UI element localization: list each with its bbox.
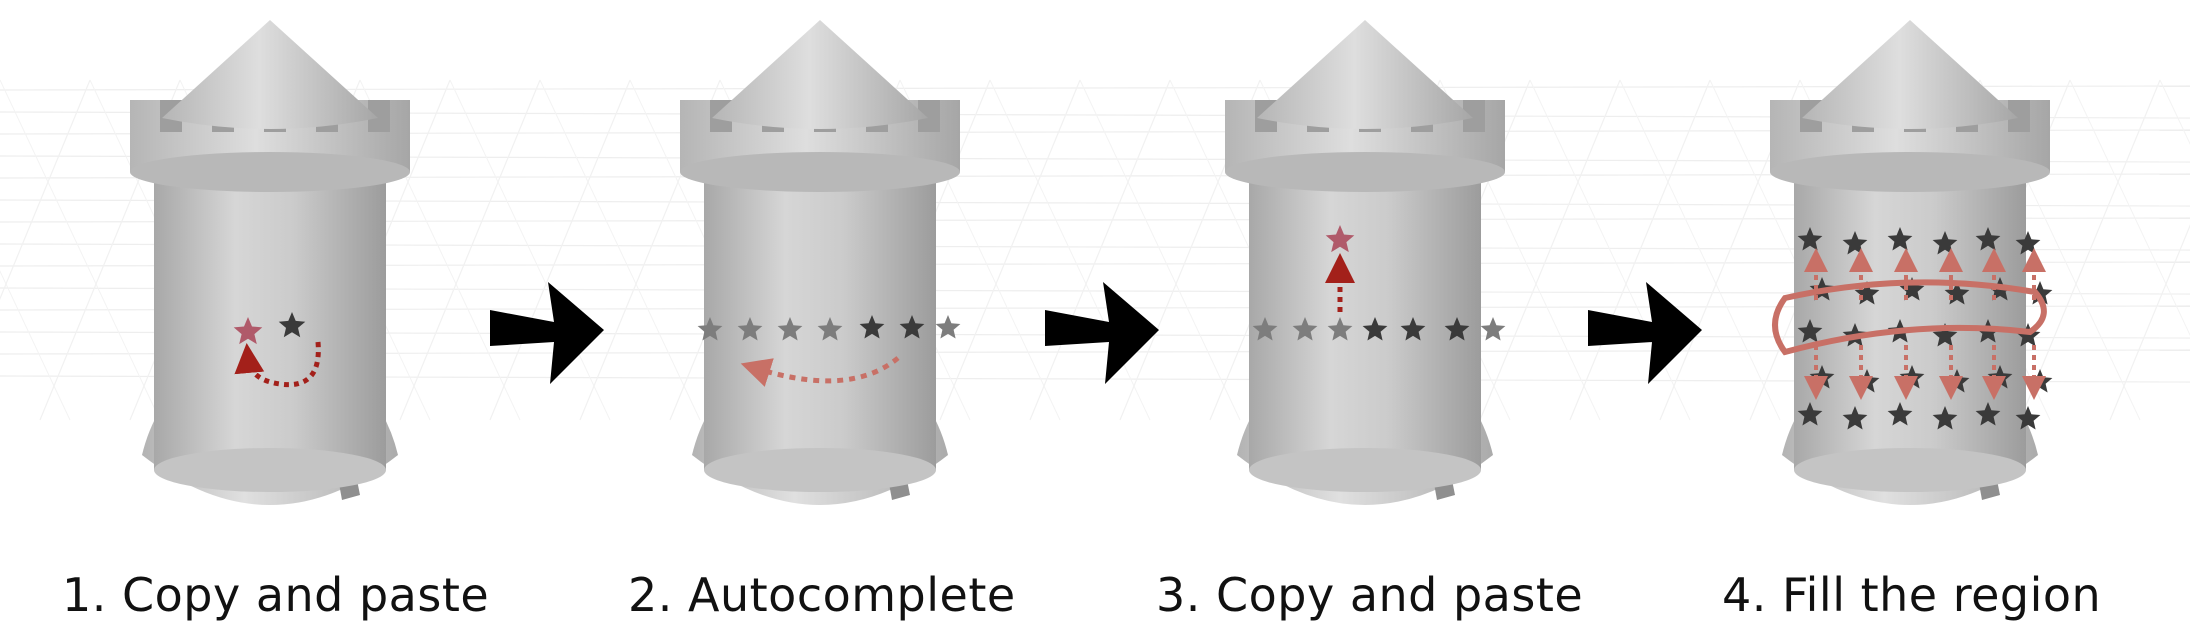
caption-step-1: 1. Copy and paste <box>62 568 489 622</box>
caption-step-3: 3. Copy and paste <box>1156 568 1583 622</box>
step-arrow-icon <box>490 282 604 384</box>
step-arrow-icon <box>1045 282 1159 384</box>
step-1-stars <box>233 312 321 388</box>
star-icon <box>1444 317 1470 341</box>
star-icon <box>1899 277 1925 301</box>
star-icon <box>1480 317 1506 341</box>
step-3-number: 3. <box>1156 568 1201 622</box>
tower-body <box>1794 170 2026 470</box>
caption-step-2: 2. Autocomplete <box>628 568 1016 622</box>
step-3-stars <box>1252 225 1506 341</box>
step-2-number: 2. <box>628 568 673 622</box>
step-3-label: Copy and paste <box>1216 568 1584 622</box>
star-icon <box>2027 369 2053 393</box>
star-icon <box>1887 227 1913 251</box>
castle-tower-2 <box>680 20 960 505</box>
star-icon <box>697 317 723 341</box>
salmon-arrow <box>740 356 900 387</box>
star-icon <box>1292 317 1318 341</box>
star-icon <box>1797 319 1823 343</box>
step-4-number: 4. <box>1722 568 1767 622</box>
star-icon <box>777 317 803 341</box>
star-icon <box>899 315 925 339</box>
star-icon <box>859 315 885 339</box>
star-icon <box>817 317 843 341</box>
castle-tower-1 <box>130 20 410 505</box>
star-icon <box>1400 317 1426 341</box>
tower-body <box>1249 170 1481 470</box>
star-icon <box>935 315 961 339</box>
step-4-label: Fill the region <box>1782 568 2102 622</box>
step-1-label: Copy and paste <box>122 568 490 622</box>
star-icon <box>1797 402 1823 426</box>
star-icon <box>1975 402 2001 426</box>
step-4-stars <box>1772 227 2053 430</box>
tower-body <box>154 170 386 470</box>
step-2-label: Autocomplete <box>688 568 1016 622</box>
star-icon <box>1887 402 1913 426</box>
region-loop <box>1772 279 2047 356</box>
star-icon <box>233 317 263 345</box>
battlement-notch <box>2008 100 2030 132</box>
tower-roof <box>1257 20 1473 129</box>
castle-tower-3 <box>1225 20 1505 505</box>
star-icon <box>2015 406 2041 430</box>
star-icon <box>1932 323 1958 347</box>
battlement-notch <box>368 100 390 132</box>
star-icon <box>1932 406 1958 430</box>
tower-roof <box>712 20 928 129</box>
battlement-notch <box>918 100 940 132</box>
tower-roof <box>162 20 378 129</box>
step-arrow-icon <box>1588 282 1702 384</box>
red-arrow <box>234 341 321 388</box>
caption-step-4: 4. Fill the region <box>1722 568 2101 622</box>
star-icon <box>1975 227 2001 251</box>
star-icon <box>1797 227 1823 251</box>
step-1-number: 1. <box>62 568 107 622</box>
step-2-stars <box>697 315 961 387</box>
star-icon <box>1325 225 1355 253</box>
star-icon <box>737 317 763 341</box>
star-icon <box>1327 317 1353 341</box>
battlement-notch <box>1463 100 1485 132</box>
star-icon <box>1252 317 1278 341</box>
tower-body <box>704 170 936 470</box>
star-icon <box>278 312 306 338</box>
star-icon <box>1842 406 1868 430</box>
castle-tower-4 <box>1770 20 2050 505</box>
tower-roof <box>1802 20 2018 129</box>
star-icon <box>1362 317 1388 341</box>
